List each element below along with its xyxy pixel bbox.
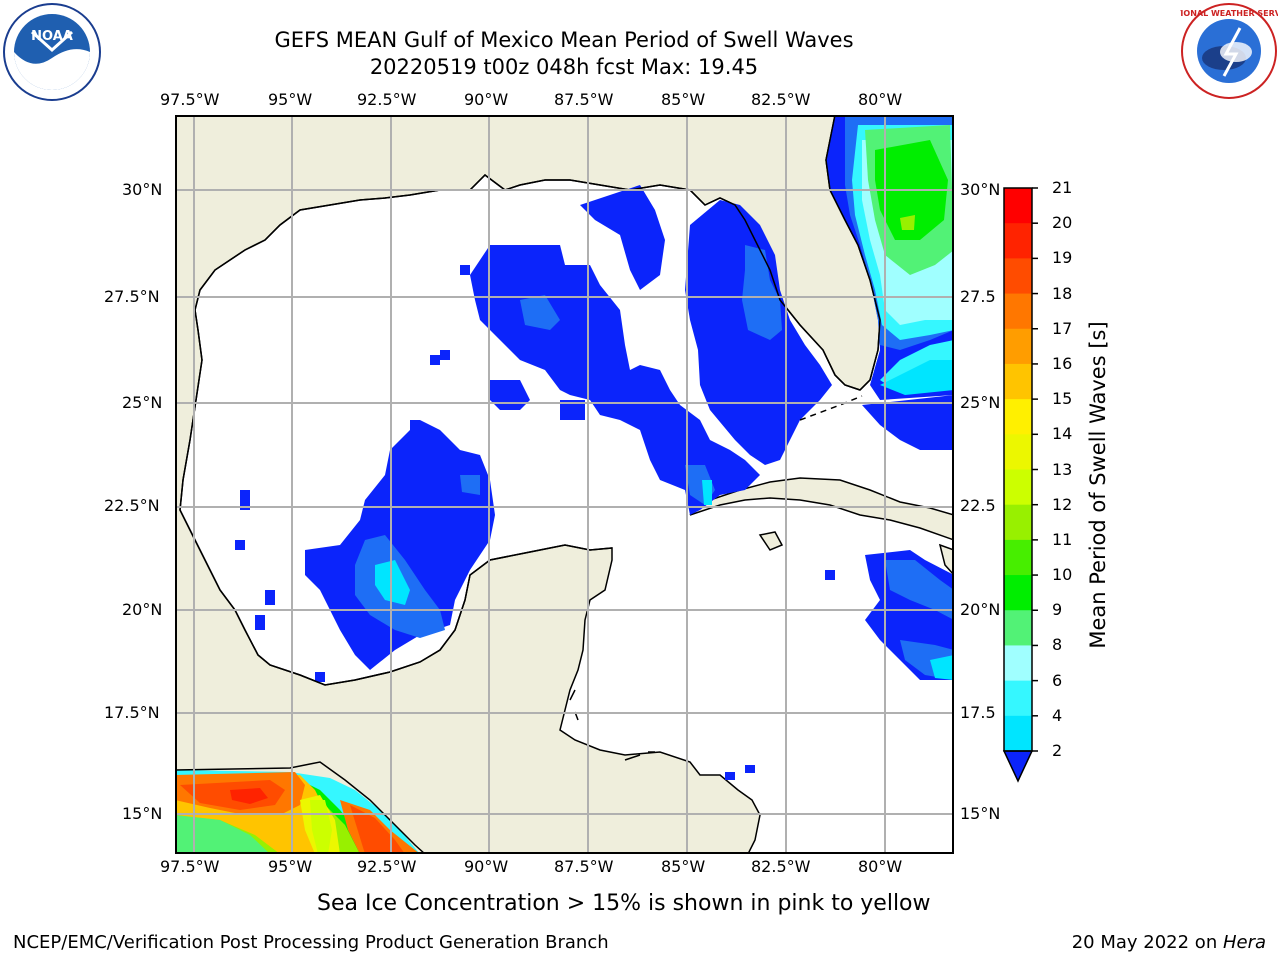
lon-tick-top: 80°W (858, 90, 903, 109)
colorbar-segment (1004, 645, 1032, 682)
sea-ice-note: Sea Ice Concentration > 15% is shown in … (317, 891, 931, 916)
coastline-gulf (179, 174, 861, 686)
lon-tick-bottom: 92.5°W (357, 857, 417, 876)
colorbar-tick-label: 14 (1052, 424, 1073, 444)
colorbar-segment (1004, 680, 1032, 717)
footer-credit: NCEP/EMC/Verification Post Processing Pr… (13, 932, 609, 953)
lat-tick-left: 22.5°N (104, 496, 160, 515)
lat-tick-right: 25°N (960, 393, 1001, 412)
lon-tick-top: 85°W (661, 90, 706, 109)
lon-tick-bottom: 82.5°W (751, 857, 811, 876)
footer-date-text: 20 May 2022 on (1071, 932, 1223, 953)
map-frame (175, 115, 954, 854)
colorbar-tick-label: 17 (1052, 318, 1073, 338)
nws-logo-text: NATIONAL WEATHER SERVICE (1180, 9, 1278, 18)
lon-tick-top: 95°W (268, 90, 313, 109)
colorbar-segment (1004, 575, 1032, 611)
lat-tick-right: 20°N (960, 600, 1001, 619)
colorbar-tick-label: 2 (1052, 741, 1063, 760)
colorbar-tick-label: 15 (1052, 389, 1073, 409)
colorbar-tick-label: 8 (1052, 635, 1063, 655)
colorbar-segment (1004, 539, 1032, 576)
lon-tick-top: 82.5°W (751, 90, 811, 109)
land-isle-of-youth (758, 531, 784, 551)
colorbar-label-wrap: Mean Period of Swell Waves [s] (1083, 321, 1113, 648)
colorbar-segment (1004, 434, 1032, 470)
lat-tick-left: 15°N (122, 804, 163, 823)
colorbar-tick-label: 11 (1052, 529, 1073, 549)
lon-tick-bottom: 80°W (858, 857, 903, 876)
footer-date: 20 May 2022 on Hera (1072, 932, 1266, 954)
colorbar-segment (1004, 469, 1032, 506)
lat-tick-right: 22.5 (960, 496, 996, 515)
colorbar-tick-label: 21 (1052, 178, 1073, 197)
lat-tick-left: 25°N (122, 393, 163, 412)
lat-tick-left: 27.5°N (104, 287, 160, 306)
lon-tick-bottom: 90°W (464, 857, 509, 876)
colorbar-tick-label: 16 (1052, 353, 1073, 373)
colorbar-segment (1004, 328, 1032, 365)
map-grid (175, 115, 954, 854)
colorbar-tick-label: 18 (1052, 283, 1073, 303)
keys (799, 395, 863, 421)
lon-tick-top: 87.5°W (554, 90, 614, 109)
lat-tick-left: 30°N (122, 180, 163, 199)
lon-tick-top: 97.5°W (160, 90, 220, 109)
colorbar-label: Mean Period of Swell Waves [s] (1086, 321, 1110, 649)
lon-tick-bottom: 85°W (661, 857, 706, 876)
colorbar-tick-label: 12 (1052, 494, 1073, 514)
lat-tick-right: 15°N (960, 804, 1001, 823)
colorbar-tick-label: 9 (1052, 600, 1063, 620)
colorbar-segment (1004, 610, 1032, 646)
land-hispaniola-edge (938, 543, 954, 577)
colorbar-tick-label: 20 (1052, 213, 1073, 233)
lon-tick-bottom: 97.5°W (160, 857, 220, 876)
chart-subtitle: 20220519 t00z 048h fcst Max: 19.45 (369, 55, 759, 79)
colorbar-segment (1004, 399, 1032, 435)
swell-field-cyan (375, 480, 954, 680)
colorbar-tick-label: 6 (1052, 670, 1063, 690)
colorbar-segment (1004, 223, 1032, 259)
belize-cays (569, 689, 655, 761)
colorbar-segment (1004, 504, 1032, 541)
lat-tick-right: 27.5 (960, 287, 996, 306)
lat-tick-right: 30°N (960, 180, 1001, 199)
colorbar-segment (1004, 258, 1032, 295)
lat-tick-left: 17.5°N (104, 703, 160, 722)
colorbar-segment (1004, 363, 1032, 400)
land-cuba (689, 477, 954, 541)
lon-tick-top: 90°W (464, 90, 509, 109)
colorbar-segment (1004, 715, 1032, 752)
lat-tick-right: 17.5 (960, 703, 996, 722)
lon-tick-top: 92.5°W (357, 90, 417, 109)
colorbar-tick-label: 4 (1052, 705, 1063, 725)
colorbar-tick-label: 13 (1052, 459, 1073, 479)
colorbar-extend-triangle (1002, 750, 1034, 783)
lon-tick-bottom: 95°W (268, 857, 313, 876)
colorbar-tick-label: 19 (1052, 248, 1073, 268)
swell-field-atlantic (825, 115, 954, 400)
lat-tick-left: 20°N (122, 600, 163, 619)
colorbar (1000, 186, 1040, 786)
noaa-logo-text: NOAA (31, 29, 73, 44)
nws-logo: NATIONAL WEATHER SERVICE (1163, 2, 1280, 100)
colorbar-tick-label: 10 (1052, 565, 1073, 585)
map-panel (175, 115, 954, 854)
colorbar-segment (1004, 293, 1032, 330)
footer-machine: Hera (1222, 932, 1266, 953)
colorbar-segment (1004, 188, 1032, 224)
chart-title: GEFS MEAN Gulf of Mexico Mean Period of … (274, 28, 854, 52)
noaa-logo: NOAA (2, 2, 102, 102)
lon-tick-bottom: 87.5°W (554, 857, 614, 876)
